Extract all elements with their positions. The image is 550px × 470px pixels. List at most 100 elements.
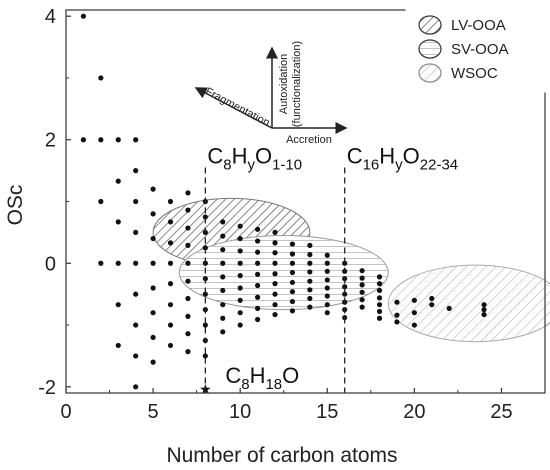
region-wsoc	[387, 264, 550, 343]
data-point	[324, 260, 330, 266]
data-point	[376, 302, 383, 308]
data-point	[133, 322, 139, 328]
data-point	[289, 260, 296, 266]
data-point	[272, 250, 278, 256]
x-tick-label: 10	[229, 401, 251, 423]
functionalization-label: (functionalization)	[291, 41, 303, 127]
data-point	[324, 293, 330, 299]
y-tick-label: 0	[45, 253, 56, 275]
data-point	[307, 304, 313, 310]
data-point	[80, 137, 87, 143]
data-point	[220, 233, 226, 239]
y-tick-label: 4	[45, 6, 56, 28]
data-point	[167, 240, 174, 246]
data-point	[481, 307, 487, 313]
data-point	[167, 281, 174, 287]
data-point	[272, 240, 278, 246]
legend: LV-OOA SV-OOA WSOC	[405, 5, 547, 93]
data-point	[411, 297, 417, 303]
data-point	[237, 322, 243, 328]
region-sv-ooa	[178, 234, 389, 311]
legend-label-wsoc: WSOC	[451, 65, 498, 82]
data-point	[150, 310, 156, 316]
formula-c8-label: C8HyO1-10	[207, 144, 302, 174]
data-point	[202, 322, 208, 328]
data-point	[324, 285, 330, 291]
data-point	[359, 297, 365, 303]
data-point	[394, 319, 400, 325]
data-point	[237, 248, 243, 254]
data-point	[272, 260, 278, 266]
x-tick-label: 20	[403, 401, 425, 423]
fragmentation-arrow	[194, 87, 273, 129]
points-layer: ★	[80, 13, 487, 398]
data-point	[272, 281, 278, 287]
data-point	[272, 291, 278, 297]
data-point	[167, 219, 174, 225]
data-point	[255, 260, 261, 266]
data-point	[237, 285, 243, 291]
data-point	[220, 274, 226, 280]
data-point	[376, 308, 383, 315]
data-point	[150, 285, 156, 291]
y-axis-title: OSc	[4, 185, 27, 226]
data-point	[115, 260, 121, 266]
data-point	[115, 219, 121, 225]
data-point	[133, 198, 139, 205]
reference-lines-layer	[204, 167, 346, 393]
data-point	[376, 315, 383, 321]
data-point	[150, 359, 156, 365]
data-point	[115, 178, 121, 184]
data-point	[272, 302, 278, 308]
data-point	[359, 282, 365, 288]
data-point	[133, 229, 139, 235]
data-point	[220, 287, 226, 294]
data-point	[115, 342, 121, 349]
data-point	[481, 311, 487, 318]
formula-c16-label: C16HyO22-34	[347, 144, 458, 174]
data-point	[255, 316, 261, 323]
data-point	[80, 13, 87, 19]
data-point	[220, 329, 226, 335]
data-point	[237, 260, 243, 266]
x-tick-label: 15	[316, 401, 338, 423]
data-point	[185, 278, 191, 284]
data-point	[376, 274, 383, 280]
data-point	[133, 137, 139, 143]
formula-c8h18o-label: C8H18O	[225, 363, 299, 393]
data-point	[202, 214, 208, 220]
data-point	[394, 312, 400, 318]
data-point	[98, 198, 104, 205]
data-point	[185, 331, 191, 337]
data-point	[220, 315, 226, 321]
data-point	[133, 353, 139, 359]
data-point	[429, 295, 435, 302]
data-point	[115, 137, 121, 143]
data-point	[185, 313, 191, 319]
legend-label-sv-ooa: SV-OOA	[451, 41, 509, 58]
data-point	[237, 310, 243, 316]
annotations-layer: C8HyO1-10 C16HyO22-34 C8H18O	[207, 144, 458, 393]
data-point	[98, 75, 104, 81]
data-point	[98, 260, 104, 266]
data-point	[202, 353, 208, 359]
data-point	[272, 311, 278, 318]
data-point	[324, 310, 330, 316]
data-point	[324, 268, 330, 274]
data-point	[359, 268, 365, 274]
autoxidation-label: Autoxidation	[278, 54, 290, 115]
data-point	[255, 226, 261, 232]
mechanism-arrows: Autoxidation (functionalization) Fragmen…	[194, 41, 348, 146]
regions-layer	[152, 197, 550, 343]
data-point	[394, 299, 400, 305]
x-tick-label: 5	[148, 401, 159, 423]
data-point	[220, 260, 226, 266]
data-point	[150, 211, 156, 217]
data-point	[359, 289, 365, 295]
data-point	[342, 291, 348, 297]
data-point	[98, 137, 104, 143]
data-point	[307, 278, 313, 284]
data-point	[150, 260, 156, 266]
data-point	[255, 271, 261, 277]
